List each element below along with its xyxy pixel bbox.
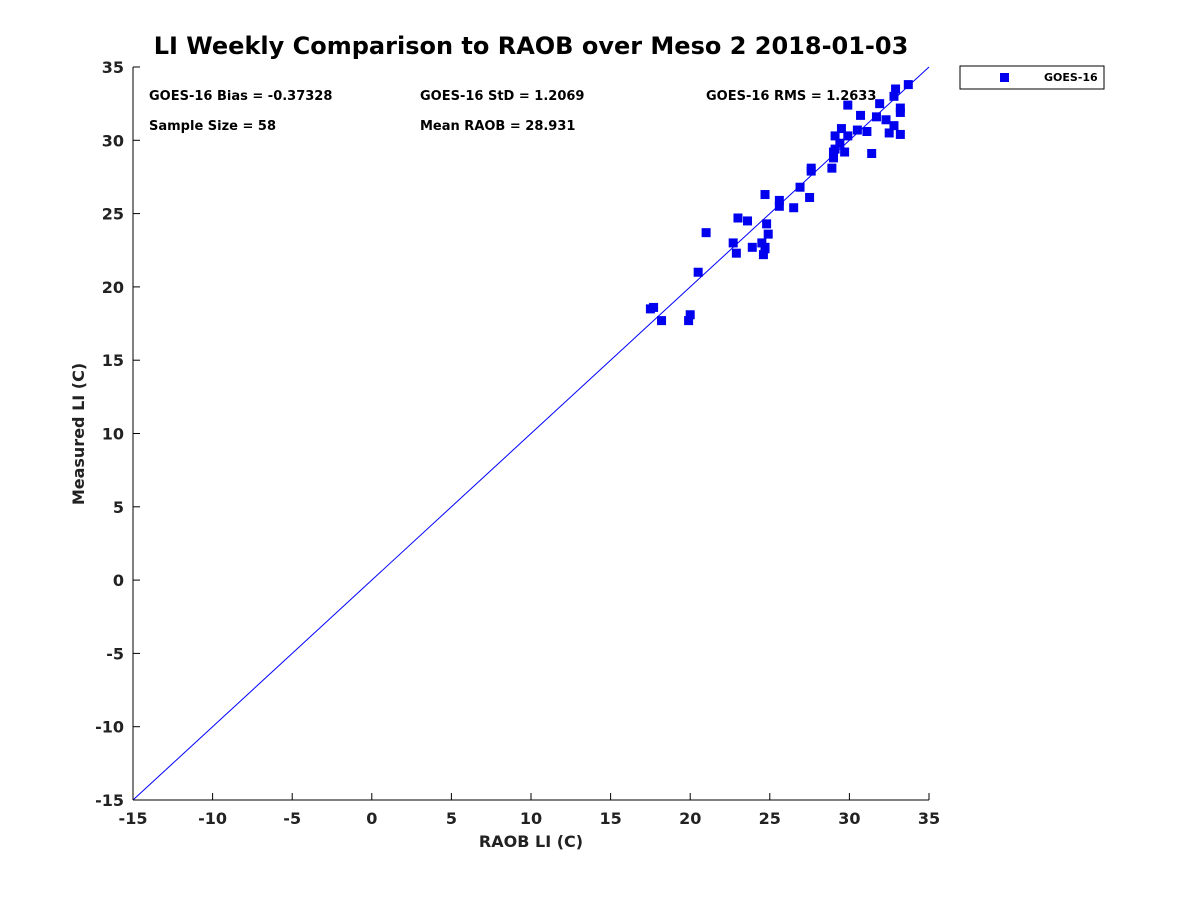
stat-bias: GOES-16 Bias = -0.37328: [149, 89, 332, 104]
y-tick-label: -10: [95, 718, 124, 737]
y-tick-label: 25: [102, 205, 124, 224]
data-point: [762, 219, 772, 229]
x-tick-label: 15: [599, 809, 621, 828]
data-point: [895, 103, 905, 113]
data-point: [760, 242, 770, 252]
y-tick-label: 10: [102, 425, 124, 444]
stat-sample-size: Sample Size = 58: [149, 119, 276, 134]
data-point: [836, 124, 846, 134]
data-point: [789, 203, 799, 213]
chart-title: LI Weekly Comparison to RAOB over Meso 2…: [154, 32, 909, 60]
data-point: [889, 91, 899, 101]
data-point: [875, 99, 885, 109]
legend: GOES-16: [959, 65, 1105, 90]
y-tick-label: 5: [113, 498, 124, 517]
x-axis-label: RAOB LI (C): [479, 832, 583, 851]
legend-box: [959, 65, 1105, 90]
x-tick-label: -15: [119, 809, 148, 828]
x-tick-label: 10: [520, 809, 542, 828]
data-point: [852, 125, 862, 135]
data-point: [827, 163, 837, 173]
data-point: [867, 148, 877, 158]
x-tick-label: 35: [918, 809, 940, 828]
legend-label: GOES-16: [1044, 71, 1098, 84]
stat-mean-raob: Mean RAOB = 28.931: [420, 119, 575, 134]
stat-rms: GOES-16 RMS = 1.2633: [706, 89, 876, 104]
data-point: [733, 213, 743, 223]
data-point: [856, 110, 866, 120]
reference-line-group: [132, 66, 930, 801]
data-point: [884, 128, 894, 138]
data-point: [743, 216, 753, 226]
data-point: [903, 80, 913, 90]
data-point: [805, 192, 815, 202]
data-point: [795, 182, 805, 192]
x-tick-label: 20: [679, 809, 701, 828]
data-point: [747, 242, 757, 252]
data-point: [758, 250, 768, 260]
data-point: [649, 302, 659, 312]
data-point: [843, 100, 853, 110]
data-point: [685, 310, 695, 320]
data-point: [889, 121, 899, 131]
y-tick-label: 20: [102, 278, 124, 297]
y-tick-label: 35: [102, 58, 124, 77]
data-point: [774, 201, 784, 211]
x-tick-label: -5: [283, 809, 301, 828]
x-tick-label: 5: [446, 809, 457, 828]
data-point: [881, 115, 891, 125]
data-point: [830, 131, 840, 141]
data-point: [862, 127, 872, 137]
data-point: [701, 228, 711, 238]
stat-std: GOES-16 StD = 1.2069: [420, 89, 584, 104]
data-point: [895, 129, 905, 139]
data-point: [684, 316, 694, 326]
y-tick-label: -15: [95, 791, 124, 810]
data-point: [693, 267, 703, 277]
one-to-one-line: [132, 66, 930, 801]
x-axis-ticks: -15 -10 -5 0 5 10 15 20 25 30 35: [119, 793, 940, 828]
y-tick-label: 30: [102, 131, 124, 150]
data-point: [891, 84, 901, 94]
x-tick-label: 0: [366, 809, 377, 828]
data-point: [774, 195, 784, 205]
data-points-group: [645, 80, 913, 326]
data-point: [731, 248, 741, 258]
data-point: [835, 138, 845, 148]
y-tick-label: 0: [113, 571, 124, 590]
y-tick-label: 15: [102, 351, 124, 370]
data-point: [871, 112, 881, 122]
data-point: [763, 229, 773, 239]
legend-marker-square: [1000, 73, 1009, 82]
data-point: [760, 190, 770, 200]
data-point: [728, 238, 738, 248]
data-point: [828, 148, 838, 158]
y-axis-label: Measured LI (C): [69, 363, 88, 505]
x-tick-label: -10: [198, 809, 227, 828]
y-tick-label: -5: [106, 644, 124, 663]
data-point: [843, 131, 853, 141]
data-point: [840, 147, 850, 157]
y-axis-ticks: -15 -10 -5 0 5 10 15 20 25 30 35: [95, 58, 140, 810]
x-tick-label: 25: [759, 809, 781, 828]
data-point: [657, 316, 667, 326]
x-tick-label: 30: [838, 809, 860, 828]
data-point: [806, 163, 816, 173]
